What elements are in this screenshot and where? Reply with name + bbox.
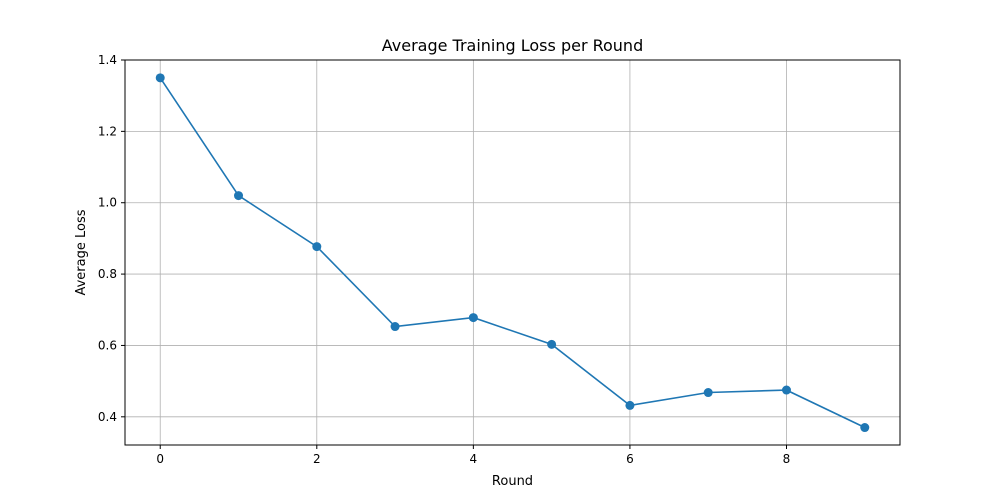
y-tick-label: 1.4 — [98, 53, 117, 67]
y-tick-label: 0.4 — [98, 410, 117, 424]
series-layer — [155, 73, 870, 433]
data-point — [155, 73, 165, 83]
y-tick-label: 0.8 — [98, 267, 117, 281]
x-tick-label: 2 — [313, 452, 321, 466]
x-axis-title: Round — [492, 474, 533, 489]
data-point — [781, 385, 791, 395]
y-tick-label: 1.2 — [98, 124, 117, 138]
data-point — [468, 313, 478, 323]
y-tick-label: 1.0 — [98, 196, 117, 210]
data-point — [703, 388, 713, 398]
x-tick-label: 4 — [470, 452, 478, 466]
plot-frame — [124, 59, 901, 446]
data-point — [547, 339, 557, 349]
data-point — [234, 191, 244, 201]
x-tick-label: 8 — [783, 452, 791, 466]
chart-title: Average Training Loss per Round — [382, 36, 643, 55]
data-point — [625, 400, 635, 410]
data-point — [312, 242, 322, 252]
x-tick-label: 0 — [156, 452, 164, 466]
data-point — [860, 423, 870, 433]
y-tick-label: 0.6 — [98, 338, 117, 352]
y-axis-title: Average Loss — [74, 209, 89, 295]
series-line — [159, 77, 866, 429]
data-point — [390, 322, 400, 332]
axis-ticks: 0 2 4 6 8 0.4 0.6 0.8 1.0 1.2 1.4 — [98, 53, 790, 466]
x-tick-label: 6 — [626, 452, 634, 466]
